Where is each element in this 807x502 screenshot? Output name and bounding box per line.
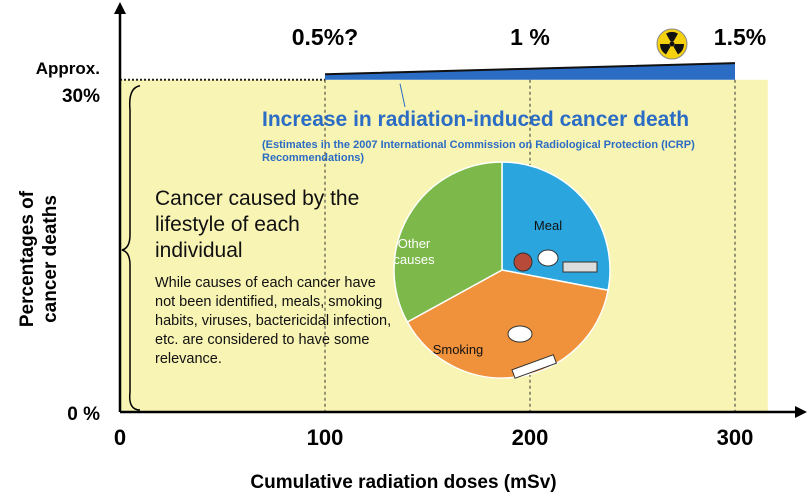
brace-title: Cancer caused by the lifestyle of each i… <box>155 186 390 264</box>
bowl-icon <box>514 253 532 271</box>
x-axis-label: Cumulative radiation doses (mSv) <box>0 472 807 494</box>
y-tick-label: 30% <box>62 86 100 107</box>
x-tick-label: 0 <box>114 425 126 450</box>
value-label: 1.5% <box>714 24 766 50</box>
smoke-icon <box>508 326 532 342</box>
x-tick-label: 100 <box>307 425 344 450</box>
rice-icon <box>538 250 558 266</box>
pie-label: Smoking <box>423 342 493 358</box>
value-label: 1 % <box>510 24 550 50</box>
x-tick-label: 200 <box>512 425 549 450</box>
y-tick-label: 0 % <box>67 404 100 425</box>
chart-title: Increase in radiation-induced cancer dea… <box>262 108 689 132</box>
radiation-core <box>670 42 675 47</box>
tray-icon <box>563 262 597 272</box>
pie-label: Meal <box>518 218 578 234</box>
x-arrow <box>795 406 807 418</box>
x-tick-label: 300 <box>717 425 754 450</box>
pie-label: Other causes <box>382 236 446 268</box>
y-axis-label: Percentages of cancer deaths <box>16 164 62 354</box>
brace-text: While causes of each cancer have not bee… <box>155 274 395 369</box>
y-arrow <box>114 2 126 14</box>
y-annotation: Approx. <box>36 59 100 78</box>
chart-subtitle: (Estimates in the 2007 International Com… <box>262 139 772 165</box>
value-label: 0.5%? <box>292 24 358 50</box>
infographic: 0 100 200 300 0 % 30% Approx. 0.5%? 1 % 1.5% Incr… <box>0 0 807 502</box>
